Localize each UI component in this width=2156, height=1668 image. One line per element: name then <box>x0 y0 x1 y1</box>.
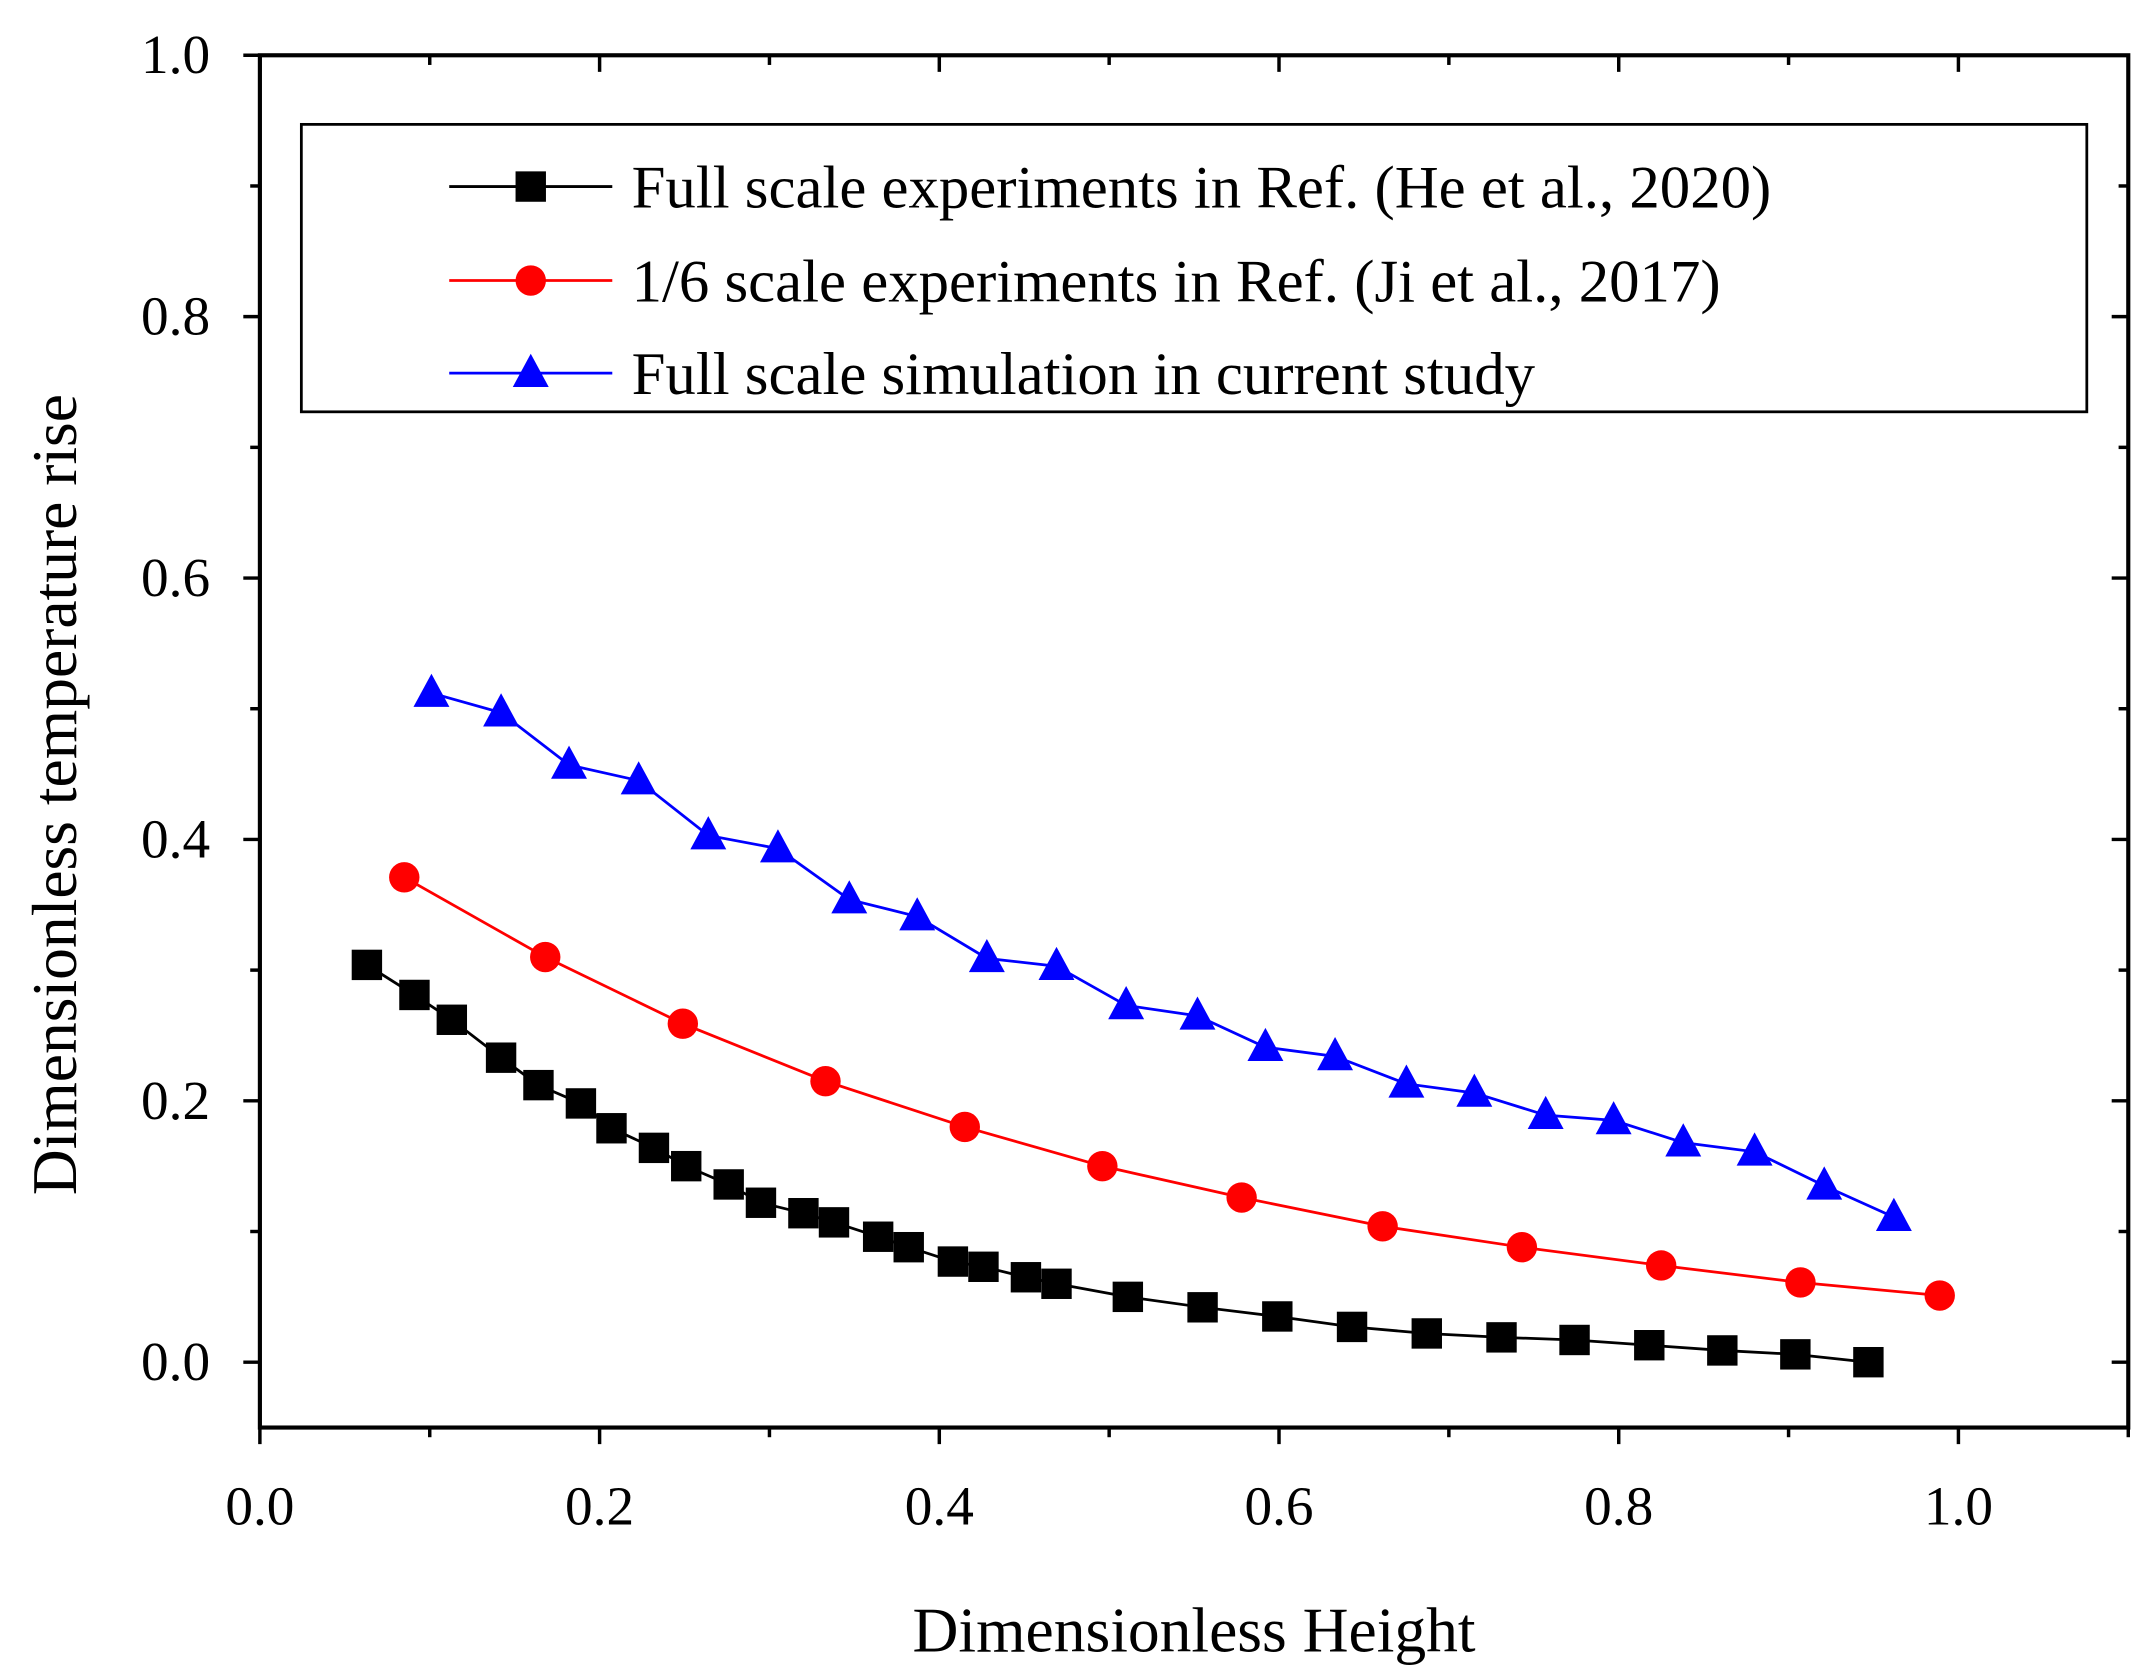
data-point <box>1367 1211 1398 1242</box>
series-circle <box>389 862 1955 1311</box>
series-square <box>351 949 1884 1378</box>
x-tick-label: 0.0 <box>225 1475 294 1536</box>
legend-marker <box>512 353 549 387</box>
data-point <box>745 1187 777 1218</box>
x-tick-label: 1.0 <box>1924 1475 1993 1536</box>
x-axis-label: Dimensionless Height <box>913 1594 1476 1665</box>
legend-item: Full scale experiments in Ref. (He et al… <box>449 154 1771 221</box>
data-point <box>1041 1268 1072 1299</box>
data-point <box>1486 1322 1517 1353</box>
data-point <box>1707 1335 1738 1366</box>
data-point <box>667 1008 699 1039</box>
data-point <box>862 1221 894 1252</box>
data-point <box>831 880 868 914</box>
data-point <box>1108 986 1145 1020</box>
legend: Full scale experiments in Ref. (He et al… <box>299 122 2089 414</box>
data-point <box>1087 1150 1118 1182</box>
legend-item: Full scale simulation in current study <box>449 341 1536 408</box>
legend-box <box>299 122 2089 414</box>
data-point <box>671 1150 702 1182</box>
y-tick-label: 0.0 <box>141 1331 210 1392</box>
data-point <box>351 949 383 981</box>
y-tick-label: 0.6 <box>141 547 210 608</box>
legend-item: 1/6 scale experiments in Ref. (Ji et al.… <box>449 248 1721 315</box>
data-point <box>1645 1250 1677 1281</box>
data-point <box>483 693 520 727</box>
data-point <box>565 1088 597 1119</box>
data-point <box>1634 1330 1665 1361</box>
data-point <box>899 897 936 931</box>
data-point <box>1665 1123 1702 1157</box>
data-point <box>949 1111 980 1143</box>
legend-label: Full scale experiments in Ref. (He et al… <box>632 154 1772 221</box>
data-point <box>523 1069 554 1101</box>
y-tick-label: 1.0 <box>141 24 210 85</box>
x-tick-label: 0.2 <box>565 1475 634 1536</box>
x-tick-label: 0.6 <box>1244 1475 1313 1536</box>
legend-marker <box>515 171 546 202</box>
legend-label: 1/6 scale experiments in Ref. (Ji et al.… <box>632 248 1721 315</box>
data-point <box>1875 1197 1912 1231</box>
data-point <box>690 816 727 850</box>
data-point <box>1506 1231 1538 1263</box>
data-point <box>399 979 430 1011</box>
data-point <box>968 939 1005 973</box>
data-point <box>1388 1064 1425 1098</box>
series-group <box>351 673 1955 1378</box>
data-point <box>1736 1132 1773 1166</box>
data-point <box>638 1132 670 1164</box>
legend-marker <box>515 265 546 296</box>
data-point <box>530 941 561 973</box>
x-tick-label: 0.8 <box>1584 1475 1653 1536</box>
data-point <box>810 1066 841 1097</box>
data-point <box>1336 1311 1368 1343</box>
y-tick-labels: 0.0 0.2 0.4 0.6 0.8 1.0 <box>141 24 210 1392</box>
data-point <box>596 1113 627 1144</box>
data-point <box>1595 1101 1632 1135</box>
plot-frame <box>257 53 2131 1430</box>
legend-label: Full scale simulation in current study <box>632 341 1536 408</box>
data-point <box>1226 1182 1257 1213</box>
data-point <box>713 1169 744 1200</box>
data-point <box>551 745 587 779</box>
data-point <box>1559 1324 1590 1356</box>
data-point <box>1179 996 1216 1030</box>
data-point <box>413 673 450 707</box>
y-tick-label: 0.2 <box>141 1070 210 1131</box>
data-point <box>1187 1292 1218 1323</box>
data-point <box>1780 1339 1811 1370</box>
data-point <box>818 1207 850 1238</box>
data-point <box>1806 1166 1843 1200</box>
data-point <box>1262 1301 1293 1332</box>
data-point <box>436 1004 468 1035</box>
data-point <box>1317 1037 1354 1071</box>
series-triangle <box>413 673 1912 1231</box>
data-point <box>1527 1095 1564 1130</box>
data-point <box>1010 1262 1042 1293</box>
data-point <box>1247 1027 1284 1062</box>
data-point <box>620 761 657 795</box>
data-point <box>759 829 796 863</box>
series-line <box>431 691 1895 1219</box>
y-tick-label: 0.8 <box>141 286 210 347</box>
data-point <box>893 1231 924 1263</box>
data-point <box>1112 1281 1144 1313</box>
data-point <box>1785 1267 1816 1298</box>
data-point <box>968 1251 999 1282</box>
data-point <box>1038 946 1075 981</box>
x-tick-label: 0.4 <box>905 1475 974 1536</box>
data-point <box>937 1246 969 1277</box>
data-point <box>1924 1280 1955 1311</box>
y-tick-label: 0.4 <box>141 808 210 869</box>
data-point <box>1411 1318 1442 1349</box>
data-point <box>1853 1346 1884 1378</box>
data-point <box>485 1042 517 1073</box>
series-line <box>403 876 1940 1297</box>
y-axis-label: Dimensionless temperature rise <box>19 394 90 1195</box>
x-tick-labels: 0.0 0.2 0.4 0.6 0.8 1.0 <box>225 1475 1993 1536</box>
data-point <box>389 862 420 893</box>
data-point <box>1456 1073 1493 1107</box>
data-point <box>788 1198 819 1229</box>
